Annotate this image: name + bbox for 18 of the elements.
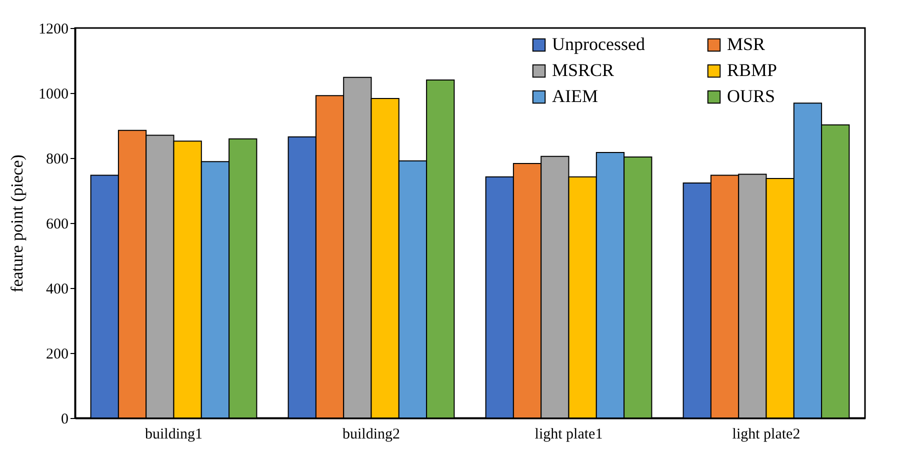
legend-label: AIEM	[552, 86, 598, 106]
legend-label: MSRCR	[552, 60, 614, 80]
y-tick-label: 400	[46, 282, 68, 298]
x-tick-label: light plate1	[534, 426, 603, 442]
y-tick-label: 0	[61, 412, 68, 428]
y-tick-label: 1000	[38, 86, 68, 102]
x-tick-label: light plate2	[732, 426, 800, 442]
y-axis-title: feature point (piece)	[8, 154, 26, 292]
y-tick-label: 600	[46, 216, 68, 232]
y-tick-label: 200	[46, 346, 68, 362]
x-tick-label: building2	[342, 426, 400, 442]
legend-label: Unprocessed	[552, 34, 645, 54]
legend-label: RBMP	[727, 60, 778, 80]
y-tick-label: 800	[46, 152, 68, 168]
x-tick-label: building1	[144, 426, 203, 442]
y-tick-label: 1200	[38, 22, 68, 38]
legend-label: OURS	[727, 86, 776, 106]
legend-label: MSR	[727, 34, 766, 54]
